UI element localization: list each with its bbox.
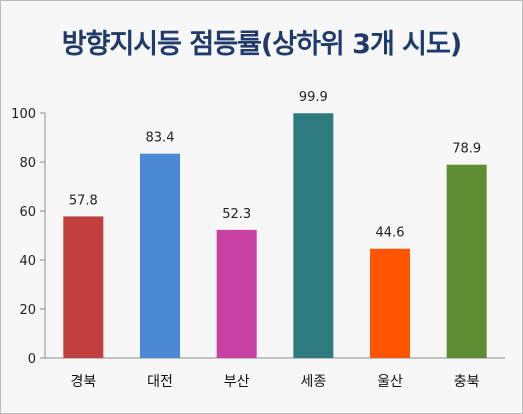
bar-경북	[63, 216, 104, 358]
data-label: 44.6	[376, 226, 405, 241]
data-label: 83.4	[146, 131, 175, 146]
category-label: 세종	[300, 374, 326, 390]
category-label: 경북	[70, 374, 96, 390]
category-label: 부산	[224, 374, 250, 390]
category-label: 충북	[454, 374, 480, 390]
axes	[44, 113, 505, 359]
bar-세종	[293, 113, 334, 359]
bars	[63, 113, 487, 359]
y-tick-label: 80	[19, 156, 36, 171]
category-label: 울산	[377, 374, 403, 390]
y-tick-label: 40	[19, 254, 36, 269]
data-label: 78.9	[452, 142, 481, 157]
data-label: 99.9	[299, 90, 328, 105]
y-tick-label: 60	[19, 205, 36, 220]
data-label: 52.3	[222, 207, 251, 222]
y-axis-ticks: 0 20 40 60 80 100	[11, 107, 45, 367]
data-labels: 57.8 83.4 52.3 99.9 44.6 78.9	[69, 90, 481, 240]
chart-title: 방향지시등 점등률(상하위 3개 시도)	[61, 29, 462, 60]
y-tick-label: 100	[11, 107, 36, 122]
bar-대전	[140, 153, 180, 358]
y-tick-label: 0	[28, 352, 36, 367]
category-label: 대전	[147, 374, 173, 390]
bar-부산	[216, 229, 257, 358]
bar-울산	[370, 248, 410, 358]
bar-충북	[446, 164, 487, 358]
x-axis-categories: 경북 대전 부산 세종 울산 충북	[70, 374, 479, 390]
y-tick-label: 20	[19, 303, 36, 318]
data-label: 57.8	[69, 193, 98, 208]
